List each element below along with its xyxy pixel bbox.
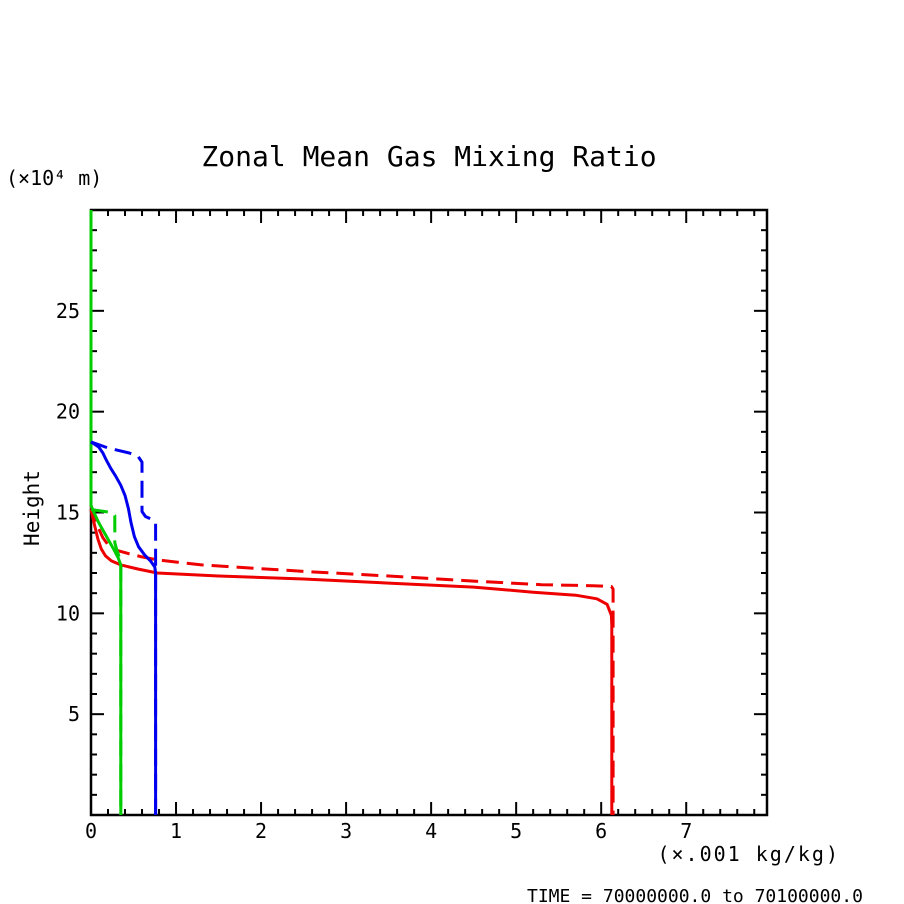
- x-tick-label: 4: [425, 819, 437, 843]
- y-tick-label: 10: [56, 601, 80, 625]
- tick-labels: 0 1 2 3 4 5 6 7 5 10 15 20 25: [56, 299, 692, 843]
- x-tick-label: 3: [340, 819, 352, 843]
- x-tick-label: 0: [85, 819, 97, 843]
- x-tick-label: 1: [170, 819, 182, 843]
- y-tick-label: 20: [56, 400, 80, 424]
- series-blue-solid: [90, 440, 158, 815]
- series-blue-dashed: [90, 440, 158, 815]
- series-green-dashed: [90, 508, 123, 815]
- x-tick-label: 5: [510, 819, 522, 843]
- time-range-label: TIME = 70000000.0 to 70100000.0: [527, 886, 863, 904]
- plot-border: [89, 208, 769, 817]
- y-tick-label: 15: [56, 501, 80, 525]
- x-axis-unit-label: (×.001 kg/kg): [657, 842, 840, 866]
- series-red-solid: [89, 509, 614, 815]
- axis-ticks: [90, 210, 767, 815]
- y-axis-unit-label: (×10⁴ m): [6, 166, 103, 190]
- series-red-dashed: [89, 504, 615, 815]
- y-tick-label: 5: [68, 702, 80, 726]
- y-tick-label: 25: [56, 299, 80, 323]
- x-tick-label: 2: [255, 819, 267, 843]
- x-tick-label: 7: [680, 819, 692, 843]
- x-tick-label: 6: [595, 819, 607, 843]
- chart-title: Zonal Mean Gas Mixing Ratio: [201, 140, 657, 173]
